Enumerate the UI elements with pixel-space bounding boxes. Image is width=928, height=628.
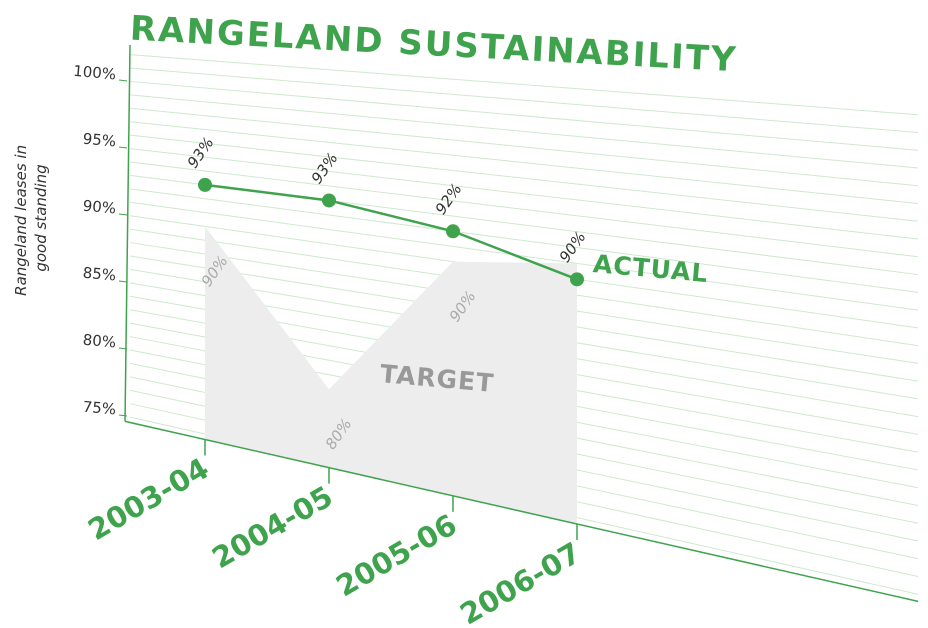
actual-point xyxy=(570,272,584,287)
y-axis-label-line: good standing xyxy=(32,164,50,271)
actual-label: 93% xyxy=(184,134,218,172)
y-tick-label: 80% xyxy=(82,331,117,352)
actual-point xyxy=(446,224,460,239)
grid-line xyxy=(129,94,919,169)
actual-line xyxy=(204,183,578,281)
y-tick xyxy=(118,146,128,149)
actual-point xyxy=(198,177,212,192)
y-tick-label: 75% xyxy=(82,398,117,419)
grid-line xyxy=(129,67,919,133)
grid-line xyxy=(129,188,919,293)
actual-label: 92% xyxy=(432,180,466,218)
grid-line xyxy=(129,148,919,240)
y-axis-label: Rangeland leases in good standing xyxy=(12,140,50,296)
y-tick-label: 90% xyxy=(82,197,117,218)
y-axis-label-line: Rangeland leases in xyxy=(12,145,30,296)
grid-line xyxy=(129,54,919,116)
y-tick xyxy=(118,213,128,216)
actual-name: ACTUAL xyxy=(592,249,710,288)
grid-line xyxy=(129,121,919,205)
actual-point xyxy=(322,193,336,208)
x-tick-label: 2004-05 xyxy=(206,479,338,575)
y-tick-label: 100% xyxy=(73,62,117,84)
target-area xyxy=(205,226,577,524)
grid-line xyxy=(129,134,919,222)
x-tick-label: 2005-06 xyxy=(330,507,462,603)
y-tick xyxy=(118,414,128,417)
y-tick-label: 95% xyxy=(82,130,117,151)
y-tick xyxy=(118,79,128,82)
x-tick-label: 2003-04 xyxy=(82,451,214,547)
x-axis xyxy=(124,420,919,603)
y-axis xyxy=(124,44,131,422)
grid-line xyxy=(129,80,919,151)
chart-title: RANGELAND SUSTAINABILITY xyxy=(129,9,738,81)
y-tick xyxy=(118,280,128,283)
actual-label: 90% xyxy=(556,228,590,266)
x-tick-label: 2006-07 xyxy=(454,536,586,628)
grid-line xyxy=(129,107,919,187)
y-tick-label: 85% xyxy=(82,264,117,285)
y-tick xyxy=(118,347,128,350)
grid-line xyxy=(129,201,919,311)
grid-line xyxy=(129,161,919,258)
